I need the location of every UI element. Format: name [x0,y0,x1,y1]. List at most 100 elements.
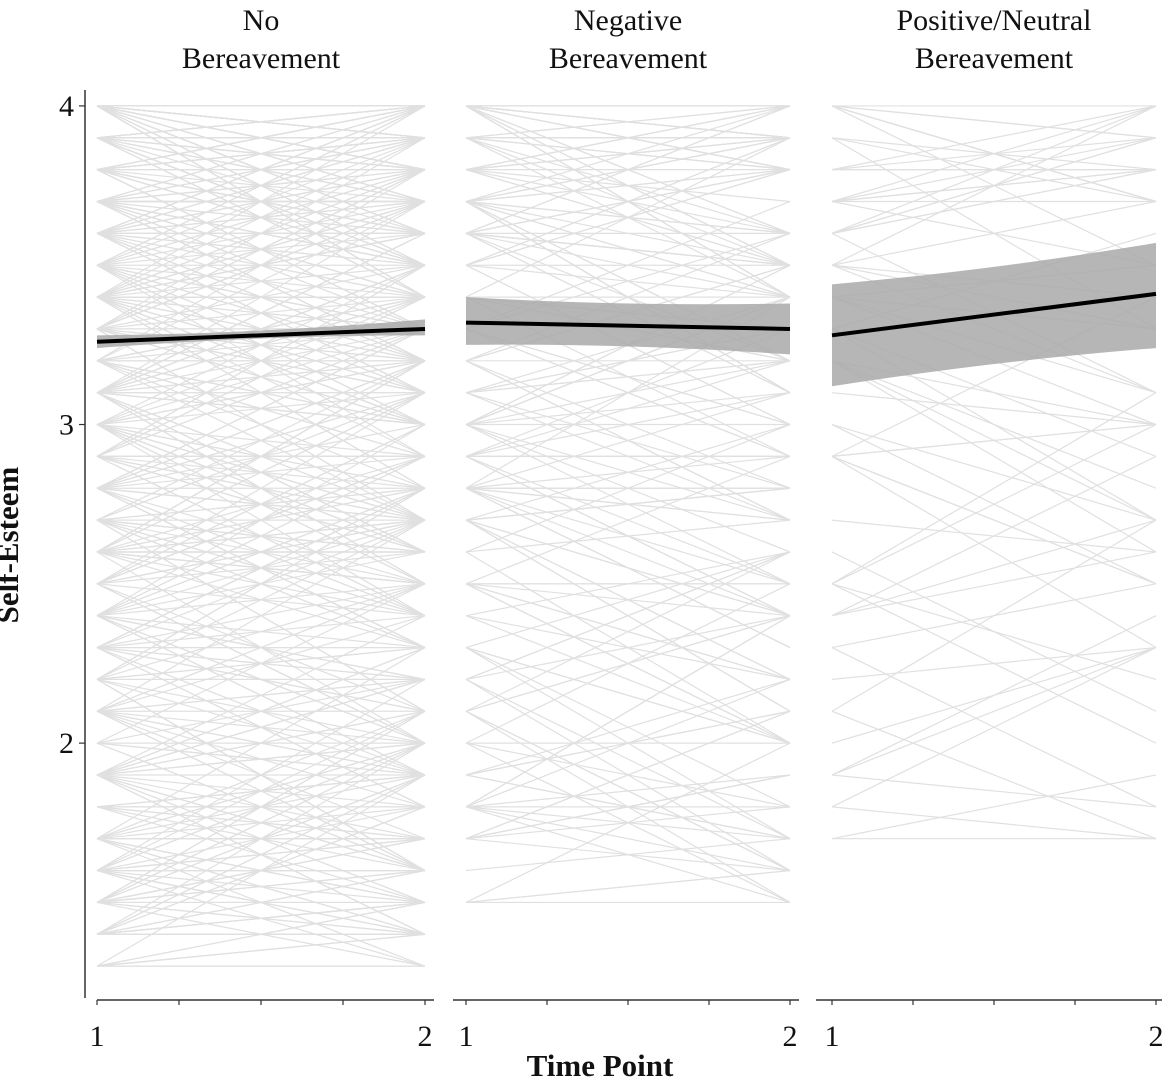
individual-line [465,455,791,585]
x-tick-label: 1 [90,1020,105,1053]
fitted-line [465,320,791,331]
individual-line [465,105,791,139]
individual-line [465,328,791,457]
individual-line [465,392,791,426]
x-tick-label: 2 [1149,1020,1164,1053]
y-ticks: 2 3 4 [59,90,85,760]
individual-line [465,519,791,553]
panel-title: No [243,4,280,37]
individual-line [465,232,791,266]
individual-line [96,360,426,426]
individual-line [96,328,426,489]
individual-line [96,392,426,521]
individual-line [831,105,1157,203]
individual-lines [831,105,1157,840]
individual-line [96,328,426,521]
individual-line [96,646,426,776]
individual-line [96,232,426,394]
individual-line [831,519,1157,617]
individual-line [465,806,791,903]
individual-line [465,551,791,680]
individual-line [96,615,426,649]
individual-line [465,328,791,426]
individual-line [96,583,426,744]
individual-line [831,105,1157,171]
individual-line [465,200,791,394]
individual-line [96,742,426,776]
individual-line [831,392,1157,585]
individual-line [465,774,791,840]
individual-line [96,455,426,553]
individual-line [96,169,426,330]
y-axis-title: Self-Esteem [0,466,25,623]
individual-line [465,423,791,553]
individual-line [96,551,426,617]
individual-line [831,615,1157,776]
y-tick-label: 2 [59,727,74,760]
individual-line [96,678,426,712]
individual-line [831,105,1157,139]
panel-2: Negative Bereavement 1 2 [453,4,799,1053]
panel-title: Bereavement [915,42,1074,75]
individual-line [465,487,791,649]
individual-line [96,519,426,553]
individual-line [465,551,791,712]
individual-line [96,710,426,776]
individual-line [465,710,791,840]
individual-line [96,838,426,935]
x-axis-title: Time Point [527,1048,674,1083]
individual-line [831,169,1157,234]
individual-line [96,169,426,203]
individual-line [831,455,1157,649]
individual-line [96,423,426,457]
panel-title: Positive/Neutral [897,4,1092,37]
individual-line [831,423,1157,457]
individual-line [465,615,791,744]
individual-line [96,583,426,649]
y-tick-label: 3 [59,409,74,442]
individual-line [831,519,1157,553]
individual-line [96,137,426,203]
individual-line [96,392,426,585]
individual-line [96,392,426,553]
individual-line [465,710,791,872]
individual-line [96,838,426,872]
individual-line [96,296,426,457]
fitted-line [96,326,426,344]
individual-line [465,137,791,266]
individual-line [96,742,426,903]
individual-line [96,933,426,967]
individual-line [831,455,1157,585]
individual-lines [465,105,791,904]
individual-line [465,487,791,521]
individual-line [465,583,791,744]
individual-line [96,551,426,585]
individual-line [465,615,791,808]
individual-line [96,519,426,585]
individual-line [831,710,1157,840]
x-tick-label: 1 [825,1020,840,1053]
individual-line [465,869,791,904]
individual-lines [96,105,426,967]
individual-line [465,678,791,840]
individual-line [465,105,791,266]
x-tick-label: 2 [783,1020,798,1053]
individual-line [96,200,426,234]
individual-line [465,264,791,298]
individual-line [96,296,426,394]
individual-line [96,264,426,394]
individual-line [465,678,791,776]
panel-title: Bereavement [182,42,341,75]
individual-line [831,423,1157,521]
fitted-line [831,291,1157,338]
individual-line [831,774,1157,840]
individual-line [831,200,1157,266]
individual-line [831,806,1157,840]
individual-line [831,646,1157,776]
individual-line [96,137,426,171]
individual-line [96,647,426,808]
individual-line [831,105,1157,266]
individual-line [96,200,426,394]
